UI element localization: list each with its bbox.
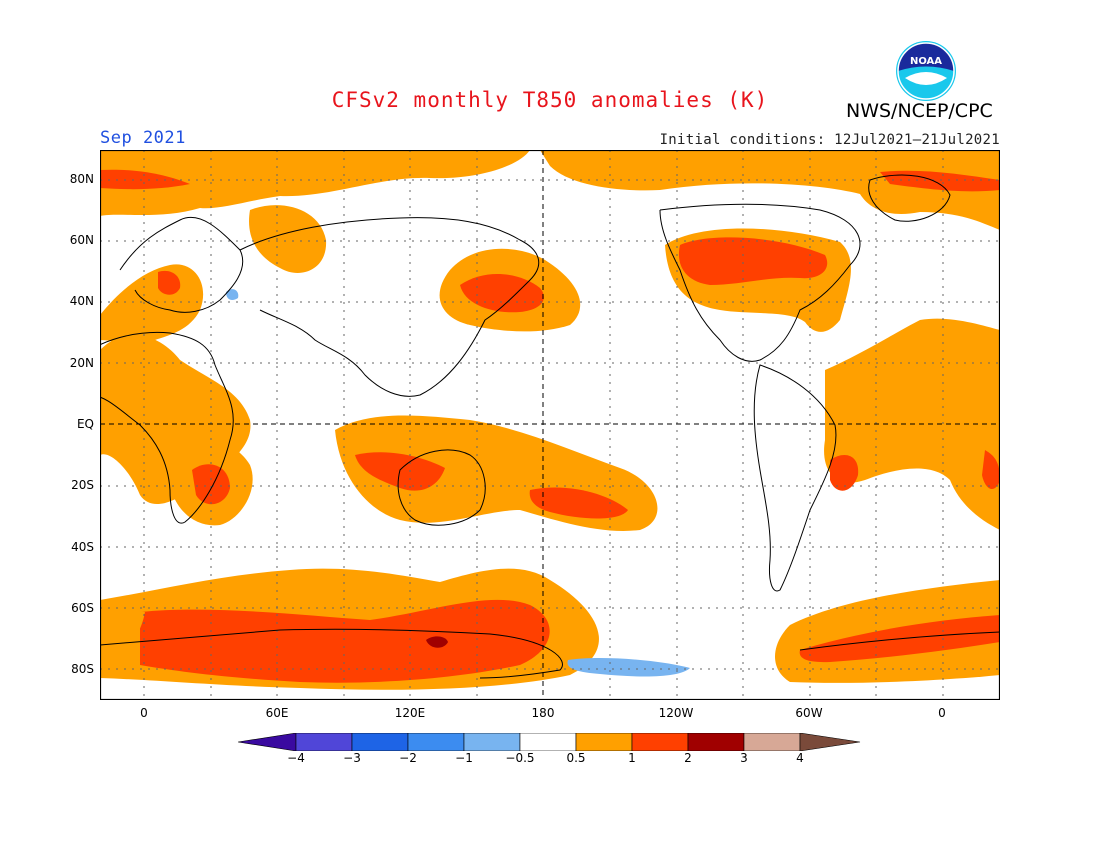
lat-label-eq: EQ bbox=[76, 417, 94, 431]
lon-label-120w: 120W bbox=[658, 706, 694, 720]
colorbar-label: 3 bbox=[740, 751, 748, 765]
lat-label-60n: 60N bbox=[69, 233, 94, 247]
colorbar-bin bbox=[743, 733, 801, 751]
lat-gridlines bbox=[100, 179, 1000, 670]
lon-label-60w: 60W bbox=[795, 706, 823, 720]
lat-label-80n: 80N bbox=[69, 172, 94, 186]
lon-label-120e: 120E bbox=[394, 706, 426, 720]
colorbar-label: 2 bbox=[684, 751, 692, 765]
colorbar bbox=[238, 733, 861, 751]
lon-label-60e: 60E bbox=[265, 706, 289, 720]
colorbar-bin bbox=[295, 733, 353, 751]
lat-label-20n: 20N bbox=[69, 356, 94, 370]
lat-label-40s: 40S bbox=[71, 540, 94, 554]
colorbar-bin bbox=[351, 733, 409, 751]
colorbar-label: −2 bbox=[399, 751, 417, 765]
lon-label-180: 180 bbox=[531, 706, 555, 720]
lat-label-20s: 20S bbox=[71, 478, 94, 492]
colorbar-label: −4 bbox=[287, 751, 305, 765]
colorbar-label: −3 bbox=[343, 751, 361, 765]
colorbar-arrow-high bbox=[799, 733, 861, 751]
colorbar-label: −1 bbox=[455, 751, 473, 765]
forecast-month: Sep 2021 bbox=[100, 128, 186, 148]
map-title: CFSv2 monthly T850 anomalies (K) bbox=[331, 88, 769, 112]
anomaly-fill-layer bbox=[100, 150, 1000, 690]
colorbar-bin bbox=[407, 733, 465, 751]
lon-label-0-right: 0 bbox=[938, 706, 946, 720]
colorbar-label: 4 bbox=[796, 751, 804, 765]
initial-conditions: Initial conditions: 12Jul2021–21Jul2021 bbox=[659, 132, 1000, 148]
lon-label-0: 0 bbox=[140, 706, 148, 720]
colorbar-arrow-low bbox=[238, 733, 297, 751]
map-frame bbox=[100, 150, 1000, 700]
colorbar-label: 0.5 bbox=[566, 751, 586, 765]
lat-label-40n: 40N bbox=[69, 294, 94, 308]
lat-label-80s: 80S bbox=[71, 662, 94, 676]
colorbar-bin bbox=[463, 733, 521, 751]
noaa-logo: NOAA bbox=[896, 41, 956, 101]
colorbar-label: −0.5 bbox=[505, 751, 535, 765]
lat-label-60s: 60S bbox=[71, 601, 94, 615]
colorbar-bin bbox=[575, 733, 633, 751]
agency-label: NWS/NCEP/CPC bbox=[846, 100, 993, 122]
colorbar-bin bbox=[687, 733, 745, 751]
anomaly-map bbox=[100, 150, 1000, 700]
colorbar-bin bbox=[631, 733, 689, 751]
logo-text: NOAA bbox=[910, 56, 942, 67]
colorbar-label: 1 bbox=[628, 751, 636, 765]
colorbar-bin bbox=[519, 733, 577, 751]
coastlines bbox=[100, 174, 1000, 679]
